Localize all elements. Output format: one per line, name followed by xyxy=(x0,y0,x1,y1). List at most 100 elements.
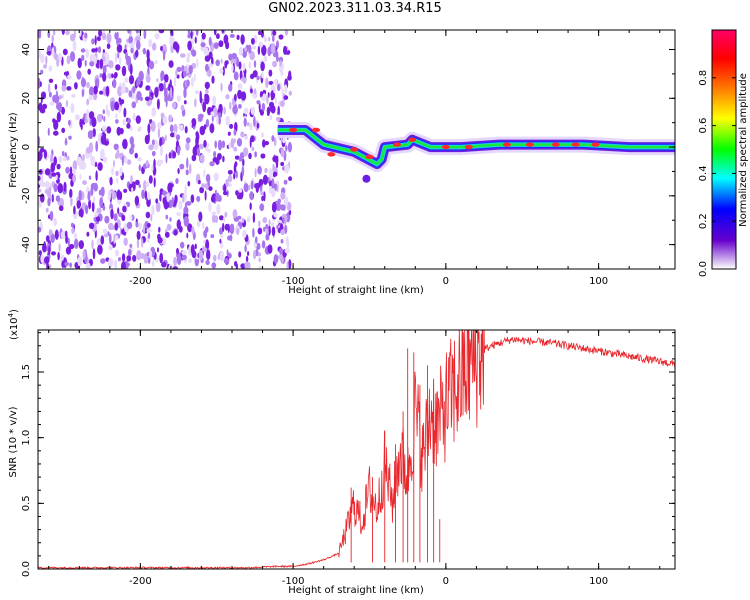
noise-speck xyxy=(176,254,182,265)
noise-speck xyxy=(231,64,234,73)
colorbar-frame xyxy=(711,29,737,270)
noise-speck xyxy=(66,86,72,91)
noise-speck xyxy=(288,90,292,96)
noise-speck xyxy=(271,226,276,237)
noise-speck xyxy=(285,236,289,246)
noise-speck xyxy=(97,113,103,123)
noise-speck xyxy=(285,145,288,152)
noise-speck xyxy=(143,180,147,191)
noise-speck xyxy=(38,250,42,256)
noise-speck xyxy=(279,247,284,255)
noise-speck xyxy=(99,58,104,69)
noise-speck xyxy=(202,247,208,252)
noise-speck xyxy=(58,205,64,212)
noise-speck xyxy=(64,261,69,267)
noise-speck xyxy=(208,186,213,192)
noise-speck xyxy=(58,52,62,63)
noise-speck xyxy=(203,139,207,148)
noise-speck xyxy=(51,193,54,203)
noise-speck xyxy=(196,195,201,202)
noise-speck xyxy=(186,157,189,168)
noise-speck xyxy=(147,232,151,239)
noise-speck xyxy=(199,90,202,102)
noise-speck xyxy=(247,261,251,269)
noise-speck xyxy=(245,255,249,263)
noise-speck xyxy=(263,37,268,43)
noise-speck xyxy=(121,155,124,166)
noise-speck xyxy=(76,70,82,80)
noise-speck xyxy=(222,222,225,232)
noise-speck xyxy=(48,78,54,84)
noise-speck xyxy=(158,226,161,233)
noise-speck xyxy=(259,91,264,98)
noise-speck xyxy=(95,140,99,152)
noise-speck xyxy=(86,147,91,154)
noise-speck xyxy=(276,219,283,224)
noise-speck xyxy=(105,85,110,97)
track-hotspot xyxy=(464,144,473,150)
noise-speck xyxy=(262,93,267,102)
y-tick-label: 40 xyxy=(21,43,32,56)
noise-speck xyxy=(238,251,242,258)
x-tick-label: 0 xyxy=(443,276,449,287)
y-multiplier: (x104) xyxy=(7,309,20,340)
noise-speck xyxy=(205,259,210,266)
noise-speck xyxy=(96,36,101,42)
noise-speck xyxy=(150,91,154,97)
noise-speck xyxy=(248,184,251,191)
noise-speck xyxy=(101,125,107,132)
colorbar-tick-label: 0.2 xyxy=(698,213,709,229)
noise-speck xyxy=(176,95,181,102)
noise-speck xyxy=(211,262,217,269)
noise-speck xyxy=(270,102,275,113)
noise-speck xyxy=(190,244,195,256)
noise-speck xyxy=(185,137,191,144)
noise-speck xyxy=(175,178,179,184)
noise-speck xyxy=(136,250,142,261)
noise-speck xyxy=(278,254,283,260)
noise-speck xyxy=(150,214,153,222)
noise-speck xyxy=(97,244,103,255)
noise-speck xyxy=(276,40,279,49)
noise-speck xyxy=(225,178,229,187)
noise-speck xyxy=(227,131,231,136)
noise-speck xyxy=(91,38,95,45)
noise-speck xyxy=(48,245,51,256)
noise-speck xyxy=(271,201,277,213)
x-tick-label: 100 xyxy=(589,576,608,587)
x-tick-label: 100 xyxy=(589,276,608,287)
noise-speck xyxy=(193,73,196,83)
noise-speck xyxy=(85,112,88,124)
noise-speck xyxy=(258,41,264,48)
track-hotspot xyxy=(350,147,359,152)
noise-speck xyxy=(261,240,266,249)
noise-speck xyxy=(213,30,217,36)
noise-speck xyxy=(190,194,195,204)
noise-speck xyxy=(212,157,218,163)
noise-speck xyxy=(122,118,126,126)
noise-speck xyxy=(164,134,167,141)
noise-speck xyxy=(161,261,167,268)
noise-speck xyxy=(93,195,96,204)
noise-speck xyxy=(282,217,285,224)
noise-speck xyxy=(262,174,268,185)
noise-speck xyxy=(85,262,91,269)
noise-speck xyxy=(136,40,141,51)
noise-speck xyxy=(243,183,249,193)
noise-speck xyxy=(52,30,56,36)
noise-speck xyxy=(169,217,172,222)
noise-speck xyxy=(213,150,217,158)
y-tick-label: 1.0 xyxy=(21,430,32,446)
noise-speck xyxy=(105,54,108,66)
noise-speck xyxy=(48,91,52,98)
noise-speck xyxy=(234,161,238,168)
noise-speck xyxy=(68,135,72,140)
noise-speck xyxy=(86,231,90,237)
noise-speck xyxy=(147,123,151,134)
noise-speck xyxy=(118,191,123,201)
noise-speck xyxy=(213,172,219,182)
noise-speck xyxy=(152,42,157,51)
noise-speck xyxy=(82,153,85,162)
noise-speck xyxy=(51,47,55,57)
noise-speck xyxy=(178,200,183,210)
